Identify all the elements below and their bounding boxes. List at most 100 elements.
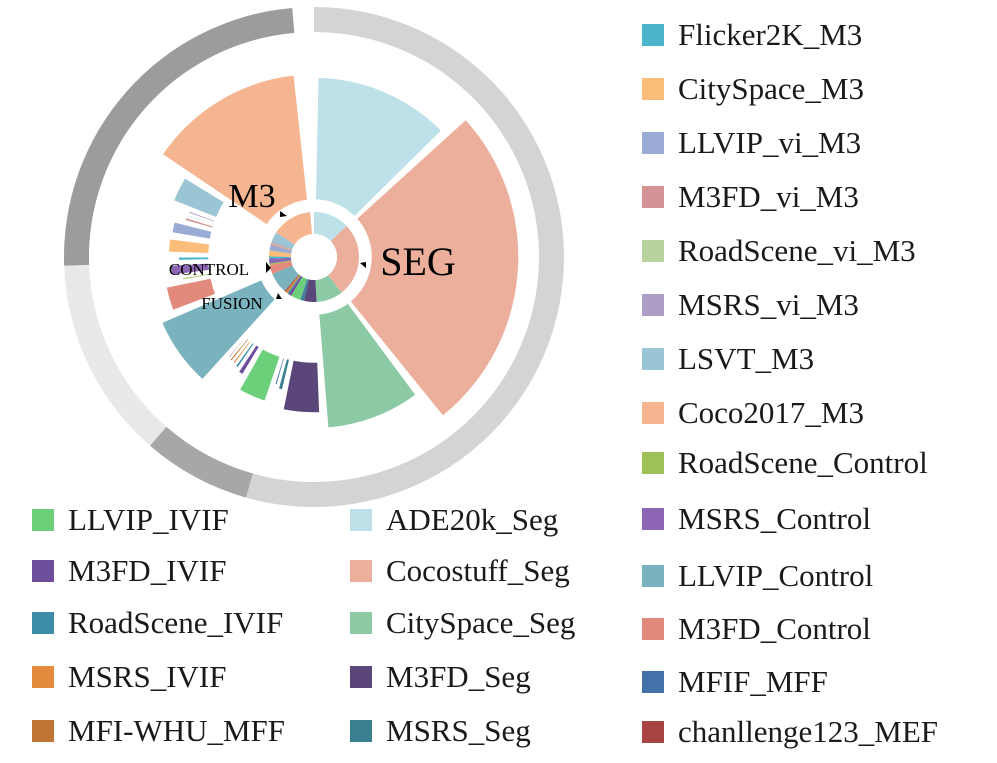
center-hole (291, 234, 337, 280)
inner-arc-flicker2k-m3 (269, 256, 292, 259)
legend-label: chanllenge123_MEF (678, 714, 939, 749)
segment-cityspace-m3 (167, 237, 211, 255)
label-control: CONTROL (169, 260, 249, 279)
legend-item: MSRS_IVIF (32, 660, 227, 694)
segment-msrs-ivif (231, 339, 253, 366)
legend-item: MFI-WHU_MFF (32, 714, 285, 748)
segment-lsvt-m3 (172, 176, 226, 219)
legend-swatch (642, 240, 664, 262)
legend-swatch (642, 671, 664, 693)
legend-item: Flicker2K_M3 (642, 18, 862, 52)
legend-label: RoadScene_Control (678, 445, 928, 480)
legend-item: M3FD_IVIF (32, 554, 226, 588)
legend-swatch (642, 294, 664, 316)
segment-m3fd-control (165, 277, 217, 312)
legend-item: LLVIP_Control (642, 559, 873, 593)
segment-mfif-mff (273, 356, 286, 386)
legend-label: MSRS_vi_M3 (678, 287, 859, 322)
legend-item: Cocostuff_Seg (350, 554, 570, 588)
legend-swatch (642, 186, 664, 208)
inner-arc-llvip-control (272, 265, 299, 291)
inner-group-ring (269, 212, 360, 302)
inner-arc-m3fd-control (269, 261, 293, 274)
legend-item: LLVIP_IVIF (32, 503, 229, 537)
legend-swatch (32, 612, 54, 634)
inner-arc-msrs-ivif (286, 275, 301, 294)
inner-arc-cityspace-m3 (269, 250, 292, 257)
inner-arc-roadscene-control (269, 260, 292, 266)
legend-item: RoadScene_vi_M3 (642, 234, 916, 268)
segment-msrs-vi-m3 (187, 209, 217, 224)
legend-label: M3FD_vi_M3 (678, 179, 859, 214)
segment-ade20k-seg (314, 76, 444, 219)
inner-arc-cocostuff-seg (328, 226, 360, 293)
label-m3: M3 (228, 178, 275, 215)
segment-llvip-ivif (238, 347, 282, 403)
legend-swatch (642, 348, 664, 370)
legend-item: Coco2017_M3 (642, 396, 864, 430)
inner-arc-ade20k-seg (314, 212, 347, 242)
legend-item: MSRS_Seg (350, 714, 531, 748)
legend-item: CitySpace_Seg (350, 606, 575, 640)
legend-label: Cocostuff_Seg (386, 553, 570, 588)
legend-label: LSVT_M3 (678, 341, 815, 376)
legend-label: CitySpace_Seg (386, 605, 576, 640)
legend-swatch (350, 612, 372, 634)
segment-m3fd-vi-m3 (183, 216, 215, 230)
inner-arc-chanllenge123-mef (284, 274, 300, 292)
legend-item: chanllenge123_MEF (642, 715, 938, 749)
legend-label: LLVIP_Control (678, 558, 874, 593)
legend-swatch (642, 132, 664, 154)
legend-item: M3FD_Control (642, 612, 871, 646)
arrow-fusion (276, 293, 282, 299)
legend-label: Flicker2K_M3 (678, 17, 863, 52)
inner-arc-m3fd-ivif (288, 276, 303, 296)
legend-swatch (642, 24, 664, 46)
legend-item: LSVT_M3 (642, 342, 814, 376)
inner-arc-msrs-control (269, 257, 292, 264)
legend-item: ADE20k_Seg (350, 503, 558, 537)
legend-swatch (642, 721, 664, 743)
inner-arc-roadscene-ivif (287, 275, 302, 295)
legend-item: MSRS_Control (642, 502, 871, 536)
legend-label: RoadScene_IVIF (68, 605, 284, 640)
inner-arc-msrs-seg (301, 279, 309, 301)
legend-swatch (642, 402, 664, 424)
inner-arc-llvip-ivif (291, 276, 308, 300)
legend-swatch (32, 509, 54, 531)
outer-arc-fusion (149, 426, 253, 498)
segment-msrs-seg (277, 357, 291, 392)
legend-swatch (350, 666, 372, 688)
legend-swatch (642, 618, 664, 640)
legend-swatch (642, 78, 664, 100)
segment-chanllenge123-mef (226, 335, 248, 360)
legend-swatch (350, 560, 372, 582)
legend-swatch (32, 720, 54, 742)
inner-arc-lsvt-m3 (271, 232, 295, 249)
legend-label: Coco2017_M3 (678, 395, 864, 430)
segment-llvip-vi-m3 (170, 220, 214, 241)
segment-flicker2k-m3 (177, 255, 210, 262)
legend-label: LLVIP_vi_M3 (678, 125, 862, 160)
segment-roadscene-vi-m3 (187, 213, 216, 226)
legend-item: RoadScene_IVIF (32, 606, 283, 640)
label-seg: SEG (380, 239, 456, 284)
inner-arc-mfi-whu-mff (285, 274, 300, 293)
legend-label: ADE20k_Seg (386, 502, 559, 537)
legend-item: MFIF_MFF (642, 665, 828, 699)
legend-label: MSRS_Control (678, 501, 871, 536)
legend-swatch (32, 666, 54, 688)
arrow-m3 (280, 211, 287, 217)
inner-arc-llvip-vi-m3 (269, 245, 292, 254)
legend-item: M3FD_Seg (350, 660, 531, 694)
legend-item: LLVIP_vi_M3 (642, 126, 861, 160)
legend-swatch (642, 452, 664, 474)
legend-label: M3FD_Control (678, 611, 871, 646)
inner-arc-coco2017-m3 (276, 212, 312, 245)
inner-arc-roadscene-vi-m3 (271, 242, 293, 251)
segment-msrs-control (169, 262, 211, 277)
legend-item: CitySpace_M3 (642, 72, 864, 106)
inner-arc-m3fd-vi-m3 (270, 243, 293, 251)
legend-swatch (642, 508, 664, 530)
